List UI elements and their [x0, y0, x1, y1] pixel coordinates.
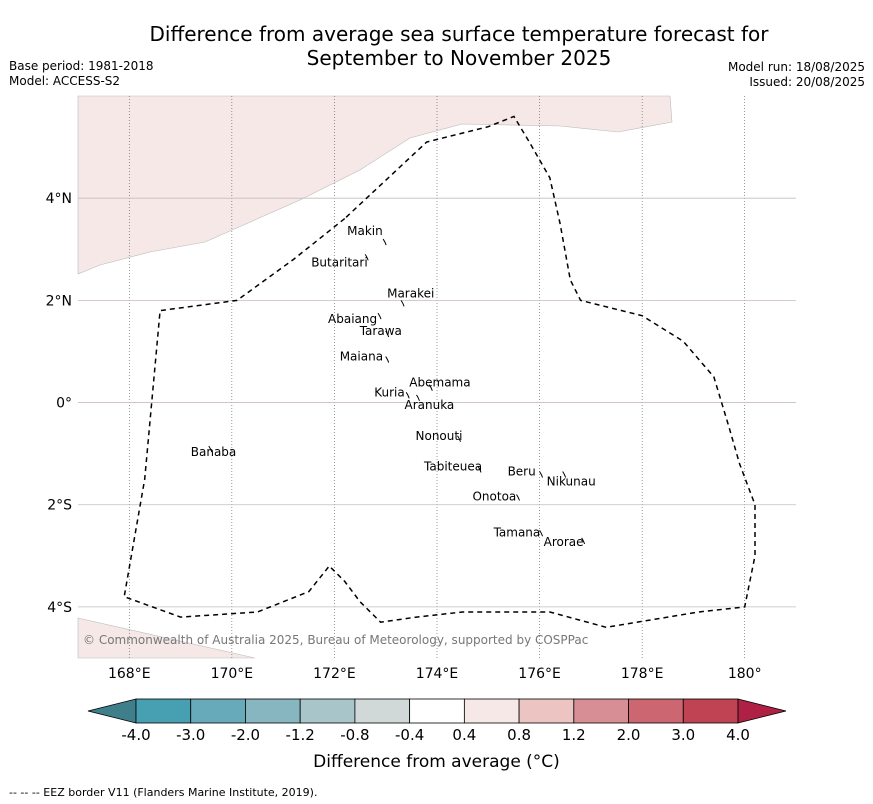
colorbar-segment: [190, 698, 246, 724]
colorbar-tick-label: 0.8: [507, 726, 531, 744]
island-outline: [405, 392, 410, 399]
colorbar-tick-label: -3.0: [176, 726, 205, 744]
island-outline: [385, 330, 390, 338]
island-outline: [562, 471, 567, 478]
colorbar-segment: [245, 698, 301, 724]
colorbar-tick-label: 3.0: [671, 726, 695, 744]
land-north: [77, 95, 673, 275]
model-name: Model: ACCESS-S2: [9, 74, 121, 88]
place-label: Marakei: [387, 286, 434, 300]
place-label: Tamana: [493, 525, 541, 539]
base-period: Base period: 1981-2018: [9, 59, 154, 73]
place-label: Kuria: [374, 385, 405, 399]
y-tick-label: 4°S: [47, 600, 72, 616]
island-outline: [581, 537, 586, 545]
colorbar-tick-label: 0.4: [452, 726, 476, 744]
place-label: Aranuka: [404, 398, 454, 412]
eez-layer: [123, 115, 756, 629]
x-tick-label: 172°E: [313, 666, 356, 682]
island-outline: [539, 471, 544, 478]
colorbar-tick-label: 1.2: [562, 726, 586, 744]
eez-border: [123, 115, 756, 629]
place-label: Tarawa: [359, 324, 402, 338]
x-tick-label: 174°E: [416, 666, 459, 682]
x-tick-label: 178°E: [621, 666, 664, 682]
gridlines: [78, 96, 796, 658]
colorbar-segment: [573, 698, 629, 724]
axis-labels: 168°E 170°E 172°E 174°E 176°E 178°E 180° 4°N 2°N…: [46, 191, 762, 682]
model-run: Model run: 18/08/2025: [727, 60, 865, 74]
island-outline: [400, 300, 405, 307]
title-line-2: September to November 2025: [306, 46, 612, 70]
colorbar-max-arrow: [737, 698, 787, 724]
colorbar-segment: [354, 698, 411, 724]
colorbar-segment: [463, 698, 520, 724]
colorbar-tick-label: -2.0: [231, 726, 260, 744]
title-line-1: Difference from average sea surface temp…: [149, 22, 769, 46]
place-label: Onotoa: [472, 490, 516, 504]
colorbar-tick-label: 4.0: [726, 726, 750, 744]
colorbar-tick-label: -1.2: [286, 726, 315, 744]
colorbar-segment: [518, 698, 575, 724]
colorbar-segment: [409, 698, 465, 724]
issued-date: Issued: 20/08/2025: [749, 75, 865, 89]
place-label: Beru: [508, 465, 536, 479]
colorbar-segment: [682, 698, 739, 724]
place-label: Butaritari: [311, 255, 368, 269]
colorbar-tick-label: -0.8: [340, 726, 369, 744]
island-outline: [385, 356, 390, 363]
colorbar-segment: [299, 698, 356, 724]
place-label: Nonouti: [416, 429, 463, 443]
colorbar-tick-label: -0.4: [395, 726, 424, 744]
map-title: Difference from average sea surface temp…: [0, 22, 873, 70]
x-tick-label: 180°: [728, 666, 762, 682]
colorbar-tick-label: 2.0: [617, 726, 641, 744]
place-label: Nikunau: [547, 475, 596, 489]
island-outline: [539, 529, 544, 537]
land-layer: [77, 95, 673, 659]
place-label: Abemama: [409, 376, 470, 390]
island-outline: [516, 494, 520, 501]
island-outline: [377, 312, 382, 320]
copyright-text: © Commonwealth of Australia 2025, Bureau…: [83, 633, 588, 647]
colorbar-segment: [135, 698, 192, 724]
place-label: Banaba: [191, 445, 237, 459]
x-tick-label: 176°E: [518, 666, 561, 682]
meta-left: Base period: 1981-2018 Model: ACCESS-S2: [9, 59, 154, 89]
place-label: Abaiang: [328, 312, 377, 326]
island-outline: [208, 445, 213, 453]
place-label: Makin: [347, 224, 383, 238]
island-outline: [477, 466, 482, 473]
x-tick-label: 170°E: [211, 666, 254, 682]
place-label: Arorae: [544, 535, 584, 549]
colorbar-segment: [628, 698, 684, 724]
footnote: -- -- -- EEZ border V11 (Flanders Marine…: [9, 786, 318, 799]
colorbar-label: Difference from average (°C): [313, 752, 560, 772]
colorbar: -4.0 -3.0 -2.0 -1.2 -0.8 -0.4 0.4 0.8 1.2 2.0 3.0 4…: [87, 698, 787, 744]
place-label: Tabiteuea: [423, 459, 482, 473]
x-tick-label: 168°E: [108, 666, 151, 682]
island-outline: [364, 254, 369, 261]
y-tick-label: 0°: [56, 396, 72, 412]
colorbar-tick-label: -4.0: [121, 726, 150, 744]
land-south: [77, 617, 256, 659]
y-tick-label: 2°S: [47, 498, 72, 514]
island-outline: [416, 394, 420, 402]
island-outline: [428, 384, 433, 391]
place-label: Maiana: [340, 350, 383, 364]
meta-right: Model run: 18/08/2025 Issued: 20/08/2025: [728, 60, 865, 90]
y-tick-label: 4°N: [46, 191, 72, 207]
y-tick-label: 2°N: [46, 293, 72, 309]
island-outline: [457, 435, 461, 442]
island-outline: [382, 238, 387, 246]
colorbar-min-arrow: [87, 698, 137, 724]
